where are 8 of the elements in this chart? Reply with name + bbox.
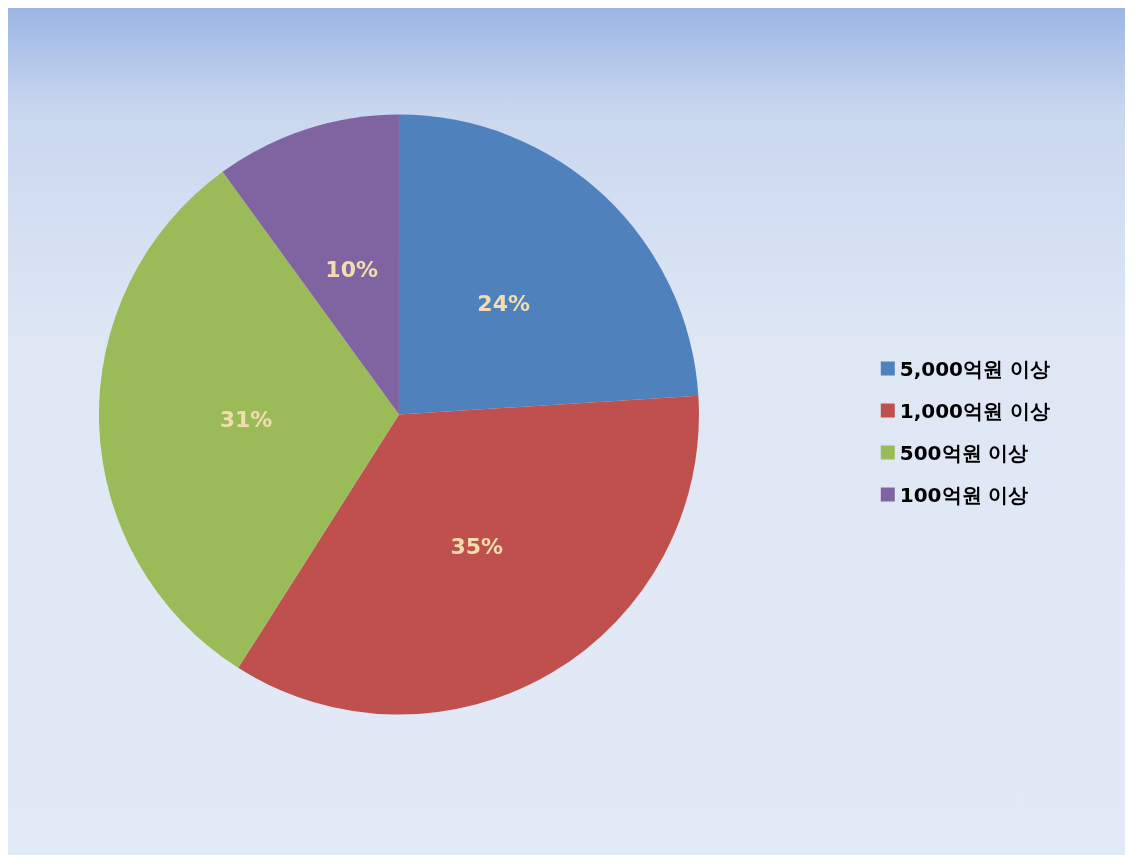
- data-label: 10%: [325, 256, 379, 282]
- legend-label: 100억원 이상: [899, 482, 1029, 507]
- legend-label: 1,000억원 이상: [899, 398, 1051, 423]
- data-label: 35%: [450, 533, 504, 559]
- legend-label: 500억원 이상: [899, 440, 1029, 465]
- data-label: 24%: [477, 290, 531, 316]
- legend-label: 5,000억원 이상: [899, 356, 1051, 381]
- data-label: 31%: [219, 406, 273, 432]
